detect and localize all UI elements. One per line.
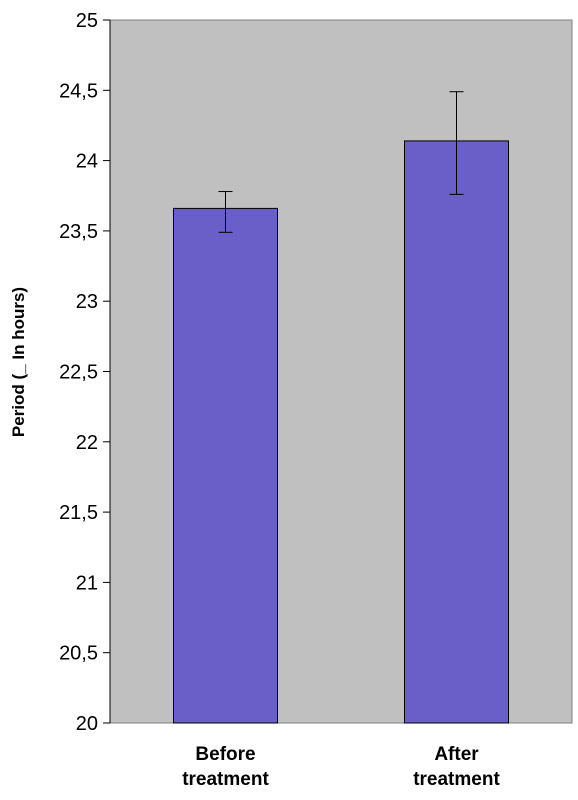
bar-before-treatment bbox=[173, 207, 278, 724]
y-tick-label: 21,5 bbox=[59, 502, 98, 524]
y-tick-label: 25 bbox=[76, 10, 98, 32]
y-tick-label: 23 bbox=[76, 291, 98, 313]
category-label: Before treatment bbox=[182, 744, 269, 790]
y-tick-label: 20 bbox=[76, 713, 98, 735]
category-labels: Before treatment After treatment bbox=[182, 744, 500, 790]
y-tick-label: 22,5 bbox=[59, 362, 98, 384]
y-tick-label: 21 bbox=[76, 572, 98, 594]
y-axis-title: Period (_ In hours) bbox=[9, 287, 28, 437]
y-tick-label: 23,5 bbox=[59, 221, 98, 243]
y-axis: 20 20,5 21 21,5 22 22,5 23 23,5 24 24,5 25 bbox=[59, 10, 111, 735]
error-bars-layer bbox=[218, 91, 464, 233]
y-tick-label: 24,5 bbox=[59, 80, 98, 102]
bar-after-treatment bbox=[404, 140, 509, 724]
y-tick-label: 24 bbox=[76, 151, 98, 173]
y-tick-label: 22 bbox=[76, 432, 98, 454]
category-label: After treatment bbox=[413, 744, 500, 790]
y-tick-label: 20,5 bbox=[59, 643, 98, 665]
